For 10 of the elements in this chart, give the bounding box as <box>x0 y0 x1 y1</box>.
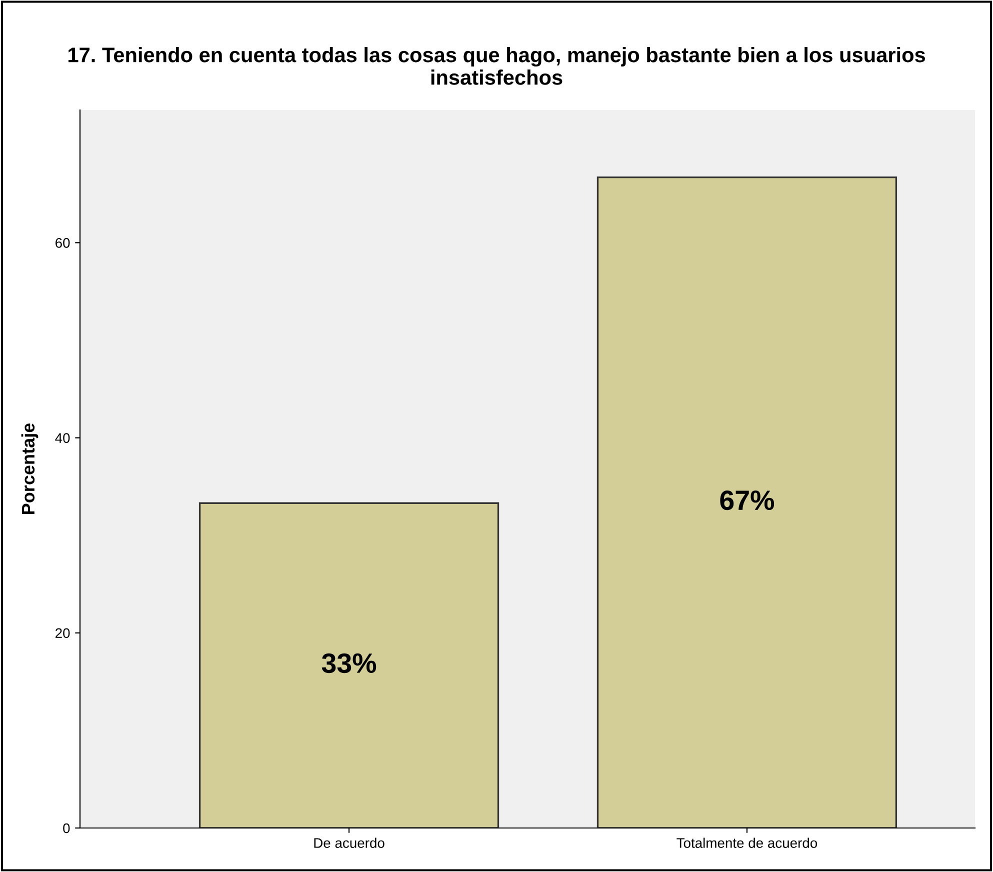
x-tick-label: Totalmente de acuerdo <box>676 838 818 848</box>
y-tick-label: 20 <box>56 628 70 638</box>
y-tick-label: 0 <box>63 823 70 834</box>
y-tick-label: 60 <box>56 238 70 248</box>
x-tick-label: De acuerdo <box>314 838 384 848</box>
data-label: 33% <box>322 653 376 674</box>
y-axis-title: Porcentaje <box>21 423 38 514</box>
data-label: 67% <box>720 490 774 510</box>
y-tick-label: 40 <box>55 433 70 443</box>
chart-title: 17. Teniendo en cuenta todas las cosas que hago, manejo bastante bien a los usuarios insatisfechos <box>68 47 926 85</box>
